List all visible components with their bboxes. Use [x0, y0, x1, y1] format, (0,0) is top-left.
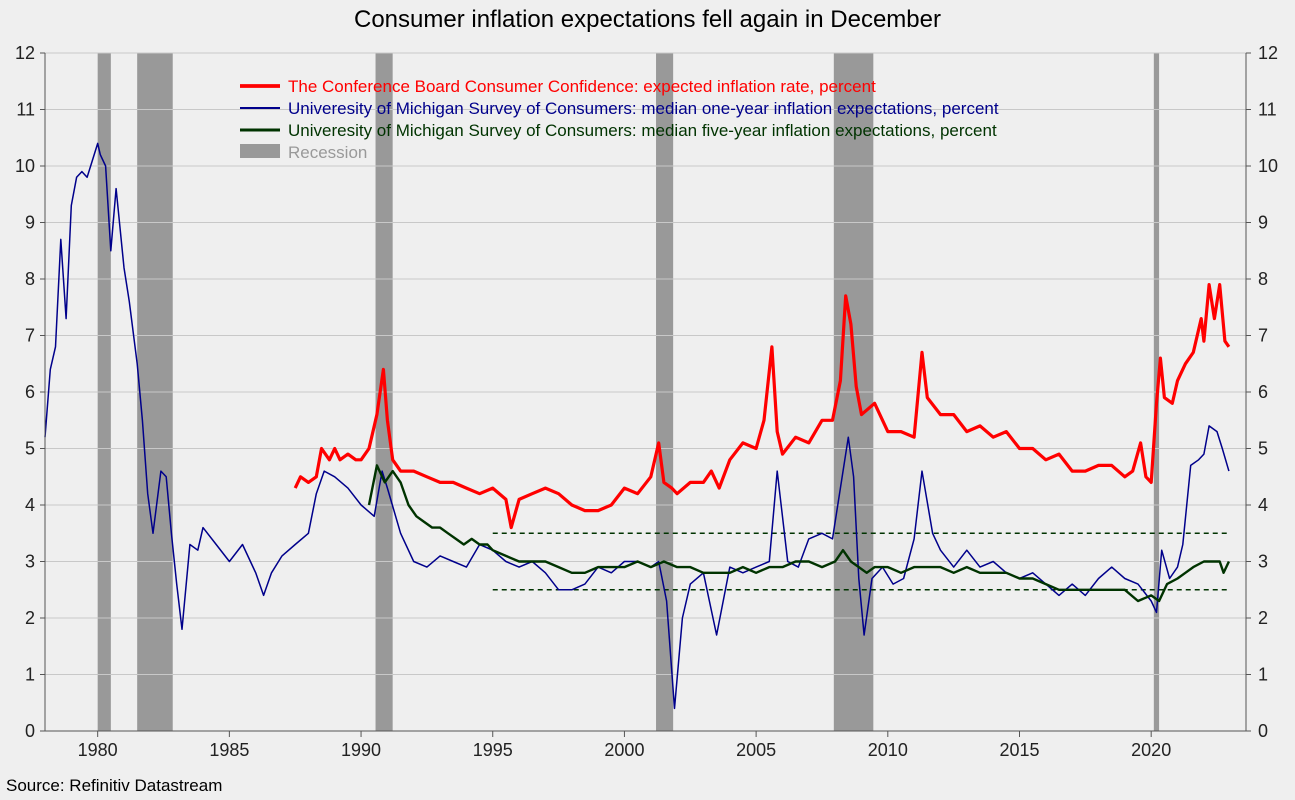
legend-swatch-recession	[240, 144, 280, 158]
y-tick-label-right: 9	[1258, 213, 1268, 233]
y-tick-label-right: 1	[1258, 665, 1268, 685]
y-tick-label-right: 7	[1258, 326, 1268, 346]
y-tick-label-left: 4	[25, 495, 35, 515]
y-tick-label-right: 6	[1258, 382, 1268, 402]
x-tick-label: 2010	[868, 740, 908, 760]
series-line-conference_board	[293, 283, 1231, 530]
y-tick-label-left: 1	[25, 665, 35, 685]
legend-label-umich_5y: Univeresity of Michigan Survey of Consum…	[288, 121, 997, 140]
series-layer	[44, 142, 1231, 710]
y-tick-label-left: 6	[25, 382, 35, 402]
source-note: Source: Refinitiv Datastream	[6, 776, 223, 795]
y-tick-label-left: 8	[25, 269, 35, 289]
y-tick-label-left: 9	[25, 213, 35, 233]
y-tick-label-right: 2	[1258, 608, 1268, 628]
y-tick-label-right: 8	[1258, 269, 1268, 289]
x-tick-label: 2015	[999, 740, 1039, 760]
y-tick-label-left: 12	[15, 43, 35, 63]
grid-layer	[45, 52, 1246, 732]
x-tick-label: 2000	[604, 740, 644, 760]
y-tick-label-left: 11	[16, 100, 35, 120]
y-tick-label-right: 10	[1258, 156, 1278, 176]
series-line-umich_1y	[44, 142, 1230, 710]
legend-label-umich_1y: Univeresity of Michigan Survey of Consum…	[288, 99, 999, 118]
y-tick-label-right: 12	[1258, 43, 1278, 63]
y-tick-label-right: 0	[1258, 721, 1268, 741]
y-tick-label-left: 10	[15, 156, 35, 176]
legend-label-recession: Recession	[288, 143, 367, 162]
y-tick-label-right: 5	[1258, 439, 1268, 459]
series-line-umich_5y	[367, 464, 1230, 603]
x-tick-label: 2005	[736, 740, 776, 760]
x-tick-label: 1985	[209, 740, 249, 760]
x-tick-label: 1980	[78, 740, 118, 760]
y-tick-label-left: 0	[25, 721, 35, 741]
y-tick-label-right: 11	[1258, 100, 1277, 120]
x-tick-label: 1995	[473, 740, 513, 760]
y-tick-label-right: 4	[1258, 495, 1268, 515]
y-tick-label-left: 7	[25, 326, 35, 346]
y-tick-label-left: 2	[25, 608, 35, 628]
y-tick-label-left: 5	[25, 439, 35, 459]
x-tick-label: 2020	[1131, 740, 1171, 760]
x-tick-label: 1990	[341, 740, 381, 760]
y-tick-label-left: 3	[25, 552, 35, 572]
chart-title: Consumer inflation expectations fell aga…	[354, 6, 941, 33]
legend-label-conference_board: The Conference Board Consumer Confidence…	[288, 77, 876, 96]
y-tick-label-right: 3	[1258, 552, 1268, 572]
legend: The Conference Board Consumer Confidence…	[240, 77, 999, 162]
